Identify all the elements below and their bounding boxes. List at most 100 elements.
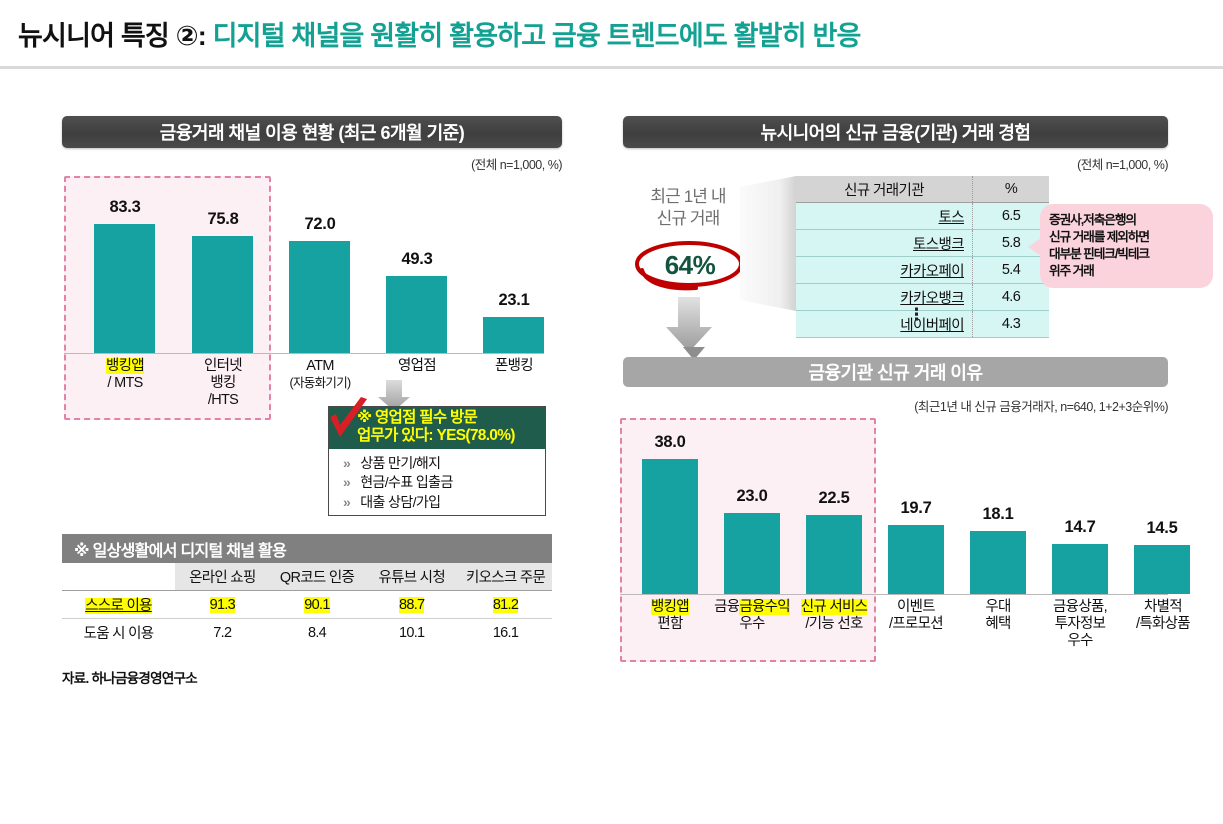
bar-products-info: [1052, 544, 1108, 594]
row-1-institution: 토스뱅크: [796, 229, 973, 257]
row-1-value-1: 8.4: [307, 624, 327, 641]
right-panel-header-1-label: 뉴시니어의 신규 금융(기관) 거래 경험: [760, 123, 1031, 143]
col-header-3: 유튜브 시청: [364, 563, 460, 591]
row-0-value-2: 88.7: [364, 590, 460, 619]
bar-value-atm: 72.0: [304, 215, 336, 233]
daily-digital-table: 온라인 쇼핑 QR코드 인증 유튜브 시청 키오스크 주문 스스로 이용 91.…: [62, 563, 552, 646]
bar-value-products-info: 14.7: [1064, 518, 1096, 536]
title-bar: 뉴시니어 특징 ②: 디지털 채널을 원활히 활용하고 금융 트렌드에도 활발히…: [0, 0, 1223, 70]
source-note: 자료. 하나금융경영연구소: [62, 671, 198, 686]
bar-label-phone-banking-l1: 폰뱅킹: [495, 358, 534, 374]
row-0-label-text: 스스로 이용: [85, 598, 152, 614]
col-header-1: 온라인 쇼핑: [174, 563, 270, 591]
col-header-2: QR코드 인증: [269, 563, 365, 591]
bar-label-app-convenience-l1: 뱅킹앱: [651, 599, 690, 615]
bar-value-new-services: 22.5: [818, 489, 850, 507]
bar-label-app-convenience-l2: 편함: [657, 615, 683, 632]
bar-label-internet-banking-l1: 인터넷: [204, 358, 243, 374]
bar-label-new-services-l2: /기능 선호: [805, 615, 863, 632]
col-header-0: [62, 563, 175, 591]
right-panel-header-2-label: 금융기관 신규 거래 이유: [808, 363, 983, 383]
row-0-value-0-text: 91.3: [209, 596, 236, 613]
bar-label-differentiated-products: 차별적 /특화상품: [1118, 599, 1208, 633]
bar-label-internet-banking-l3: /HTS: [207, 391, 239, 408]
branch-visit-callout: ※ 영업점 필수 방문 업무가 있다: YES(78.0%) » 상품 만기/해…: [328, 397, 546, 516]
callout-body: » 상품 만기/해지 » 현금/수표 입출금 » 대출 상담/가입: [329, 449, 545, 520]
bar-label-products-info: 금융상품, 투자정보 우수: [1034, 599, 1126, 649]
row-1-value-0: 7.2: [213, 624, 232, 641]
bubble-line-0: 증권사,저축은행의: [1049, 213, 1137, 227]
table-header-row: 신규 거래기관 %: [796, 176, 1049, 203]
bar-label-preferential-benefits: 우대 혜택: [956, 599, 1040, 633]
kpi-down-arrow-icon: [666, 297, 712, 352]
bar-label-atm: ATM (자동화기기): [275, 358, 365, 392]
table-more-indicator: ⋮: [908, 305, 925, 324]
kpi-label-line2: 신규 거래: [656, 209, 721, 229]
row-0-value-0: 91.3: [174, 590, 270, 619]
bar-internet-banking: [192, 236, 253, 353]
funnel-connector-shape: [740, 176, 796, 311]
bar-value-phone-banking: 23.1: [498, 291, 530, 309]
fintech-note-bubble: 증권사,저축은행의 신규 거래를 제외하면 대부분 핀테크/빅테크 위주 거래: [1040, 204, 1213, 288]
row-1-institution-text: 토스뱅크: [913, 236, 965, 253]
row-3-percent: 4.6: [972, 283, 1049, 311]
bubble-tail-shape: [1028, 238, 1041, 256]
row-2-percent: 5.4: [972, 256, 1049, 284]
kpi-label: 최근 1년 내 신규 거래: [618, 186, 758, 230]
callout-item-1: » 현금/수표 입출금: [343, 473, 539, 493]
row-1-label: 도움 시 이용: [83, 626, 155, 642]
bar-label-banking-app-l1: 뱅킹앱: [106, 358, 145, 374]
daily-digital-table-header-label: ※ 일상생활에서 디지털 채널 활용: [74, 542, 287, 560]
callout-item-label-2: 대출 상담/가입: [360, 494, 441, 511]
bar-label-financial-returns: 금융금융수익 우수: [710, 599, 794, 633]
bubble-line-2: 대부분 핀테크/빅테크: [1049, 246, 1150, 261]
new-transaction-reasons-chart: 38.0 뱅킹앱 편함 23.0 금융금융수익 우수 22.5 신규 서비스 /…: [620, 418, 1191, 668]
row-0-value-1-text: 90.1: [304, 596, 330, 613]
row-0-value-1: 90.1: [269, 590, 365, 619]
bubble-line-3: 위주 거래: [1049, 263, 1095, 278]
bar-value-preferential-benefits: 18.1: [982, 505, 1014, 523]
bar-label-event-promotion: 이벤트 /프로모션: [874, 599, 958, 633]
bar-label-phone-banking: 폰뱅킹: [469, 358, 559, 375]
bar-label-financial-returns-l1: 금융금융수익: [714, 599, 791, 615]
row-1-value-2: 10.1: [398, 624, 425, 641]
branch-down-arrow-icon: [378, 380, 410, 411]
table-header-row: 온라인 쇼핑 QR코드 인증 유튜브 시청 키오스크 주문: [62, 563, 552, 591]
bar-atm: [289, 241, 350, 353]
bubble-line-1: 신규 거래를 제외하면: [1049, 229, 1150, 244]
page-title-prefix: 뉴시니어 특징 ②:: [18, 21, 213, 51]
chevron-right-icon-2: »: [343, 494, 351, 511]
bar-label-event-promotion-l1: 이벤트: [897, 599, 936, 615]
row-4-percent: 4.3: [972, 310, 1049, 338]
bar-label-app-convenience: 뱅킹앱 편함: [628, 599, 712, 633]
page-title-highlight: 디지털 채널을 원활히 활용하고 금융 트렌드에도 활발히 반응: [212, 21, 862, 51]
bar-label-products-info-l2: 투자정보: [1054, 615, 1106, 632]
bar-preferential-benefits: [970, 531, 1026, 594]
row-0-institution: 토스: [796, 202, 973, 230]
col-header-4: 키오스크 주문: [459, 563, 552, 591]
row-3-institution-text: 카카오뱅크: [900, 290, 964, 307]
bar-label-new-services-l1: 신규 서비스: [800, 599, 868, 615]
bar-label-preferential-benefits-l2: 혜택: [985, 615, 1011, 632]
right-panel-subnote-2: (최근1년 내 신규 금융거래자, n=640, 1+2+3순위%): [914, 400, 1168, 414]
chart-axis: [620, 594, 1168, 595]
new-institutions-table: 신규 거래기관 % 토스 6.5 토스뱅크 5.8 카카오페이 5.4 카카오뱅…: [796, 176, 1049, 338]
section-down-arrow-icon: [683, 347, 705, 360]
bar-value-financial-returns: 23.0: [736, 487, 768, 505]
bar-label-event-promotion-l2: /프로모션: [889, 615, 944, 632]
bar-label-banking-app: 뱅킹앱 / MTS: [80, 358, 170, 392]
col-header-percent: %: [972, 176, 1049, 203]
bar-label-atm-l1: ATM: [306, 358, 334, 374]
row-0-value-3-text: 81.2: [492, 596, 519, 613]
right-panel-header-1: 뉴시니어의 신규 금융(기관) 거래 경험: [623, 116, 1168, 148]
row-0-value-3: 81.2: [459, 590, 552, 619]
bar-app-convenience: [642, 459, 698, 594]
row-4-institution-text: 네이버페이: [900, 317, 964, 334]
bar-banking-app: [94, 224, 155, 353]
channel-usage-chart: 83.3 뱅킹앱 / MTS 75.8 인터넷 뱅킹 /HTS 72.0 ATM…: [64, 176, 564, 426]
bar-differentiated-products: [1134, 545, 1190, 594]
row-2-institution: 카카오페이: [796, 256, 973, 284]
callout-header: ※ 영업점 필수 방문 업무가 있다: YES(78.0%): [329, 407, 545, 449]
bar-label-products-info-l1: 금융상품,: [1053, 599, 1108, 615]
